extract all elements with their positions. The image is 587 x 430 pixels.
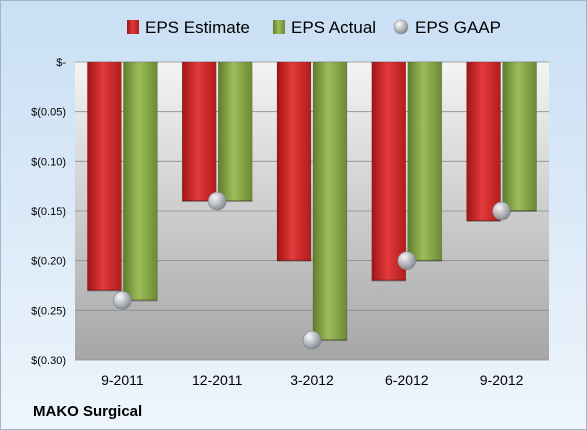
gaap-marker: [113, 291, 132, 310]
x-tick-label: 12-2011: [192, 372, 243, 388]
y-tick-label: $(0.30): [31, 355, 66, 367]
legend-swatch-actual: [273, 20, 285, 34]
y-tick-label: $(0.20): [31, 256, 66, 268]
y-tick-label: $(0.15): [31, 206, 66, 218]
actual-bar-edge: [123, 299, 158, 302]
actual-bar: [217, 61, 253, 202]
x-axis-ticks: 9-2011 12-2011 3-2012 6-2012 9-2012: [101, 372, 523, 388]
legend-label-estimate: EPS Estimate: [145, 18, 250, 37]
legend-swatch-estimate: [127, 20, 139, 34]
legend-swatch-gaap: [393, 19, 409, 35]
actual-bar-edge: [313, 339, 347, 342]
estimate-bar: [181, 61, 217, 202]
actual-bar: [502, 61, 537, 212]
estimate-bar: [466, 61, 501, 222]
y-tick-label: $-: [56, 57, 66, 69]
estimate-bar: [87, 61, 122, 291]
estimate-bar-edge: [182, 200, 217, 203]
legend-label-gaap: EPS GAAP: [415, 18, 501, 37]
legend: EPS Estimate EPS Actual EPS GAAP: [127, 18, 501, 37]
actual-bar: [123, 61, 158, 301]
estimate-bar-edge: [87, 289, 122, 292]
gaap-marker: [207, 191, 227, 211]
gaap-marker: [397, 251, 417, 270]
estimate-bar-edge: [466, 219, 501, 222]
y-tick-label: $(0.25): [31, 305, 66, 317]
x-tick-label: 9-2011: [101, 372, 144, 388]
y-tick-label: $(0.05): [31, 107, 66, 119]
x-tick-label: 9-2012: [480, 372, 524, 388]
actual-bar: [312, 61, 348, 341]
gaap-markers: [113, 191, 511, 350]
estimate-bar-edge: [371, 279, 406, 282]
company-label: MAKO Surgical: [33, 403, 142, 420]
actual-bar-edge: [407, 259, 442, 262]
estimate-bar: [276, 61, 312, 261]
estimate-bar-edge: [277, 259, 311, 262]
estimate-bar: [371, 61, 407, 281]
actual-bar-edge: [502, 210, 537, 212]
legend-label-actual: EPS Actual: [291, 18, 376, 37]
actual-bar: [407, 61, 443, 261]
gaap-marker: [302, 330, 322, 350]
y-tick-label: $(0.10): [31, 156, 66, 168]
x-tick-label: 6-2012: [385, 372, 429, 388]
actual-bar-edge: [218, 200, 253, 203]
y-axis-ticks: $- $(0.05) $(0.10) $(0.15) $(0.20) $(0.25) $(0…: [31, 57, 66, 367]
bars: [87, 61, 537, 342]
x-tick-label: 3-2012: [290, 372, 334, 388]
gaap-marker: [492, 201, 511, 221]
